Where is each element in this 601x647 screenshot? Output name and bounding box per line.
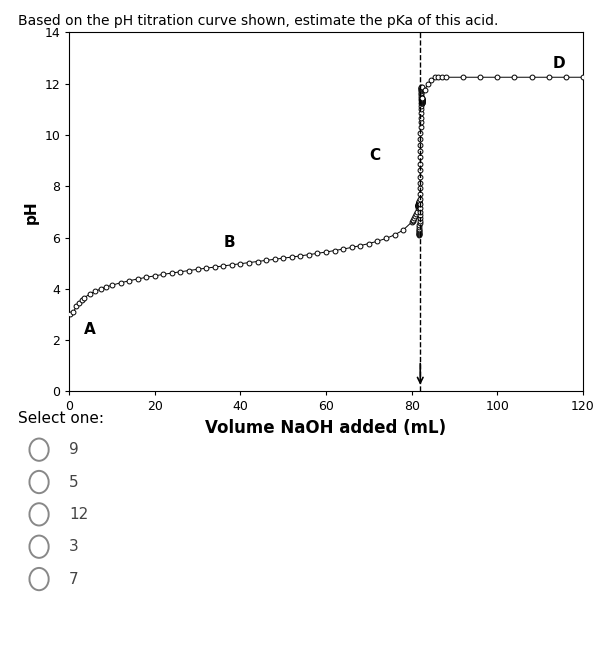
Text: Select one:: Select one:: [18, 411, 104, 426]
Text: 7: 7: [69, 571, 79, 587]
Text: Based on the pH titration curve shown, estimate the pKa of this acid.: Based on the pH titration curve shown, e…: [18, 14, 498, 28]
Y-axis label: pH: pH: [23, 200, 38, 224]
Text: D: D: [553, 56, 566, 71]
Text: B: B: [224, 235, 235, 250]
Text: 5: 5: [69, 474, 79, 490]
Text: 9: 9: [69, 442, 79, 457]
X-axis label: Volume NaOH added (mL): Volume NaOH added (mL): [206, 419, 447, 437]
Text: A: A: [84, 322, 96, 337]
Text: 3: 3: [69, 539, 79, 554]
Text: C: C: [369, 148, 380, 163]
Text: 12: 12: [69, 507, 88, 522]
